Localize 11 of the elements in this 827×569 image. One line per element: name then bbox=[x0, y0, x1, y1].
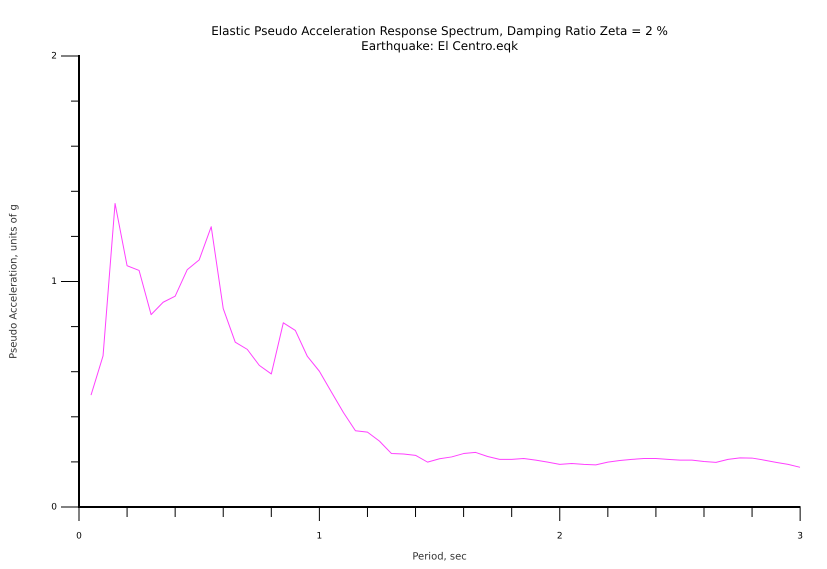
y-axis-title: Pseudo Acceleration, units of g bbox=[8, 204, 20, 359]
x-tick-label: 0 bbox=[76, 532, 82, 542]
chart-subtitle: Earthquake: El Centro.eqk bbox=[361, 39, 518, 53]
y-tick-label: 1 bbox=[51, 276, 57, 287]
x-tick-label: 1 bbox=[316, 532, 322, 542]
x-tick-label: 3 bbox=[797, 532, 804, 542]
x-tick-label: 2 bbox=[556, 532, 563, 542]
chart-title: Elastic Pseudo Acceleration Response Spectrum, Damping Ratio Zeta = 2 % bbox=[211, 24, 668, 38]
y-tick-label: 2 bbox=[51, 51, 57, 62]
x-axis-title: Period, sec bbox=[412, 552, 467, 563]
y-tick-label: 0 bbox=[51, 502, 58, 512]
